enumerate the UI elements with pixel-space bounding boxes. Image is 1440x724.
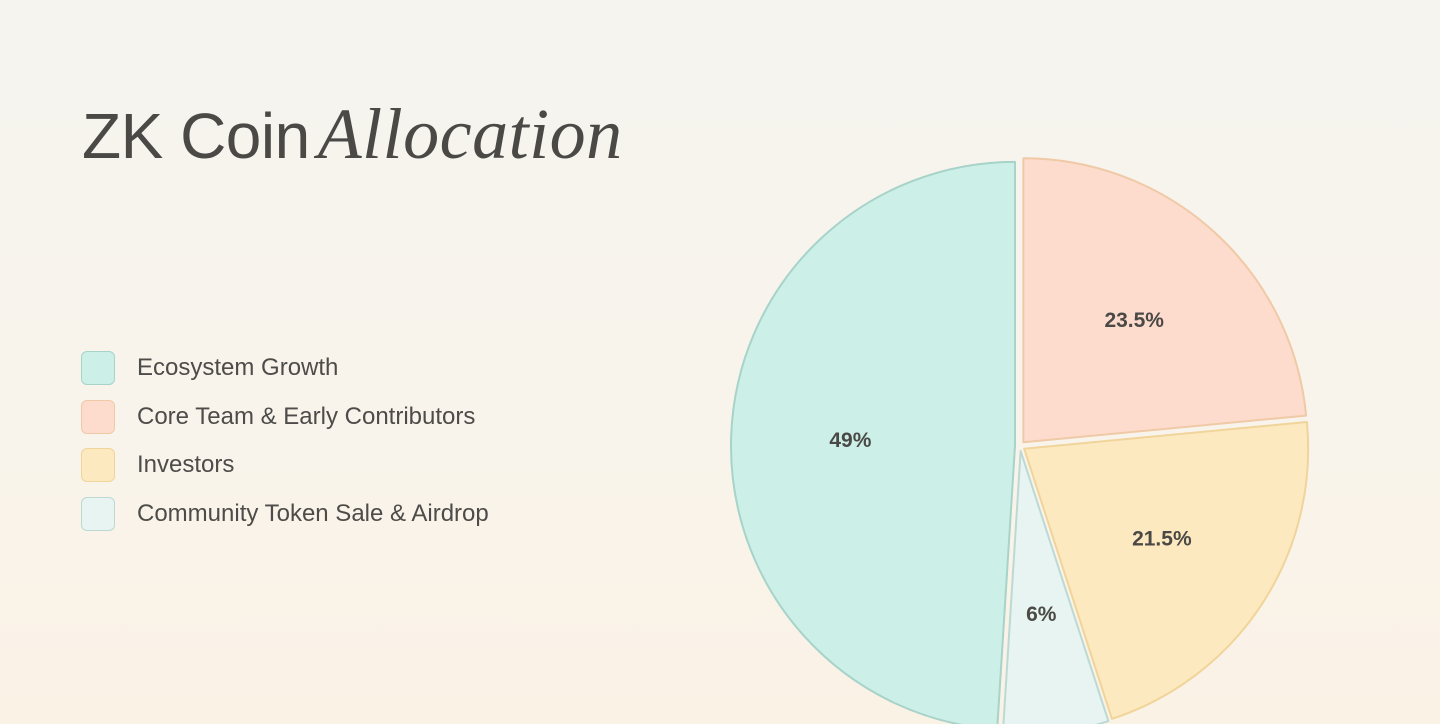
slice-label-core-team: 23.5% xyxy=(1104,309,1164,332)
slice-labels: 23.5% 21.5% 6% 49% xyxy=(829,309,1192,626)
title-accent: Allocation xyxy=(317,94,623,174)
legend-swatch-investors xyxy=(81,448,115,482)
legend-label-investors: Investors xyxy=(137,451,235,478)
pie-slice-community-sale xyxy=(1002,449,1110,724)
pie-slice-investors xyxy=(1023,421,1310,720)
legend-swatch-community-sale xyxy=(81,496,115,531)
legend-item-investors: Investors xyxy=(81,447,489,483)
pie-slice-ecosystem-growth xyxy=(730,160,1016,724)
slice-label-investors: 21.5% xyxy=(1132,528,1192,551)
legend-item-ecosystem-growth: Ecosystem Growth xyxy=(81,350,489,386)
legend-label-core-team: Core Team & Early Contributors xyxy=(137,402,476,430)
title-main: ZK Coin xyxy=(82,100,310,172)
legend-swatch-ecosystem-growth xyxy=(81,351,115,385)
legend-item-community-sale: Community Token Sale & Airdrop xyxy=(81,496,489,532)
chart-legend: Ecosystem Growth Core Team & Early Contr… xyxy=(81,350,489,544)
slice-label-ecosystem-growth: 49% xyxy=(829,429,871,452)
pie-slice-core-team xyxy=(1022,157,1308,444)
legend-label-community-sale: Community Token Sale & Airdrop xyxy=(137,499,489,527)
page-title: ZK Coin Allocation xyxy=(82,98,623,170)
legend-label-ecosystem-growth: Ecosystem Growth xyxy=(137,354,339,381)
legend-item-core-team: Core Team & Early Contributors xyxy=(81,399,489,435)
legend-swatch-core-team xyxy=(81,399,115,434)
slice-label-community-sale: 6% xyxy=(1026,603,1057,626)
